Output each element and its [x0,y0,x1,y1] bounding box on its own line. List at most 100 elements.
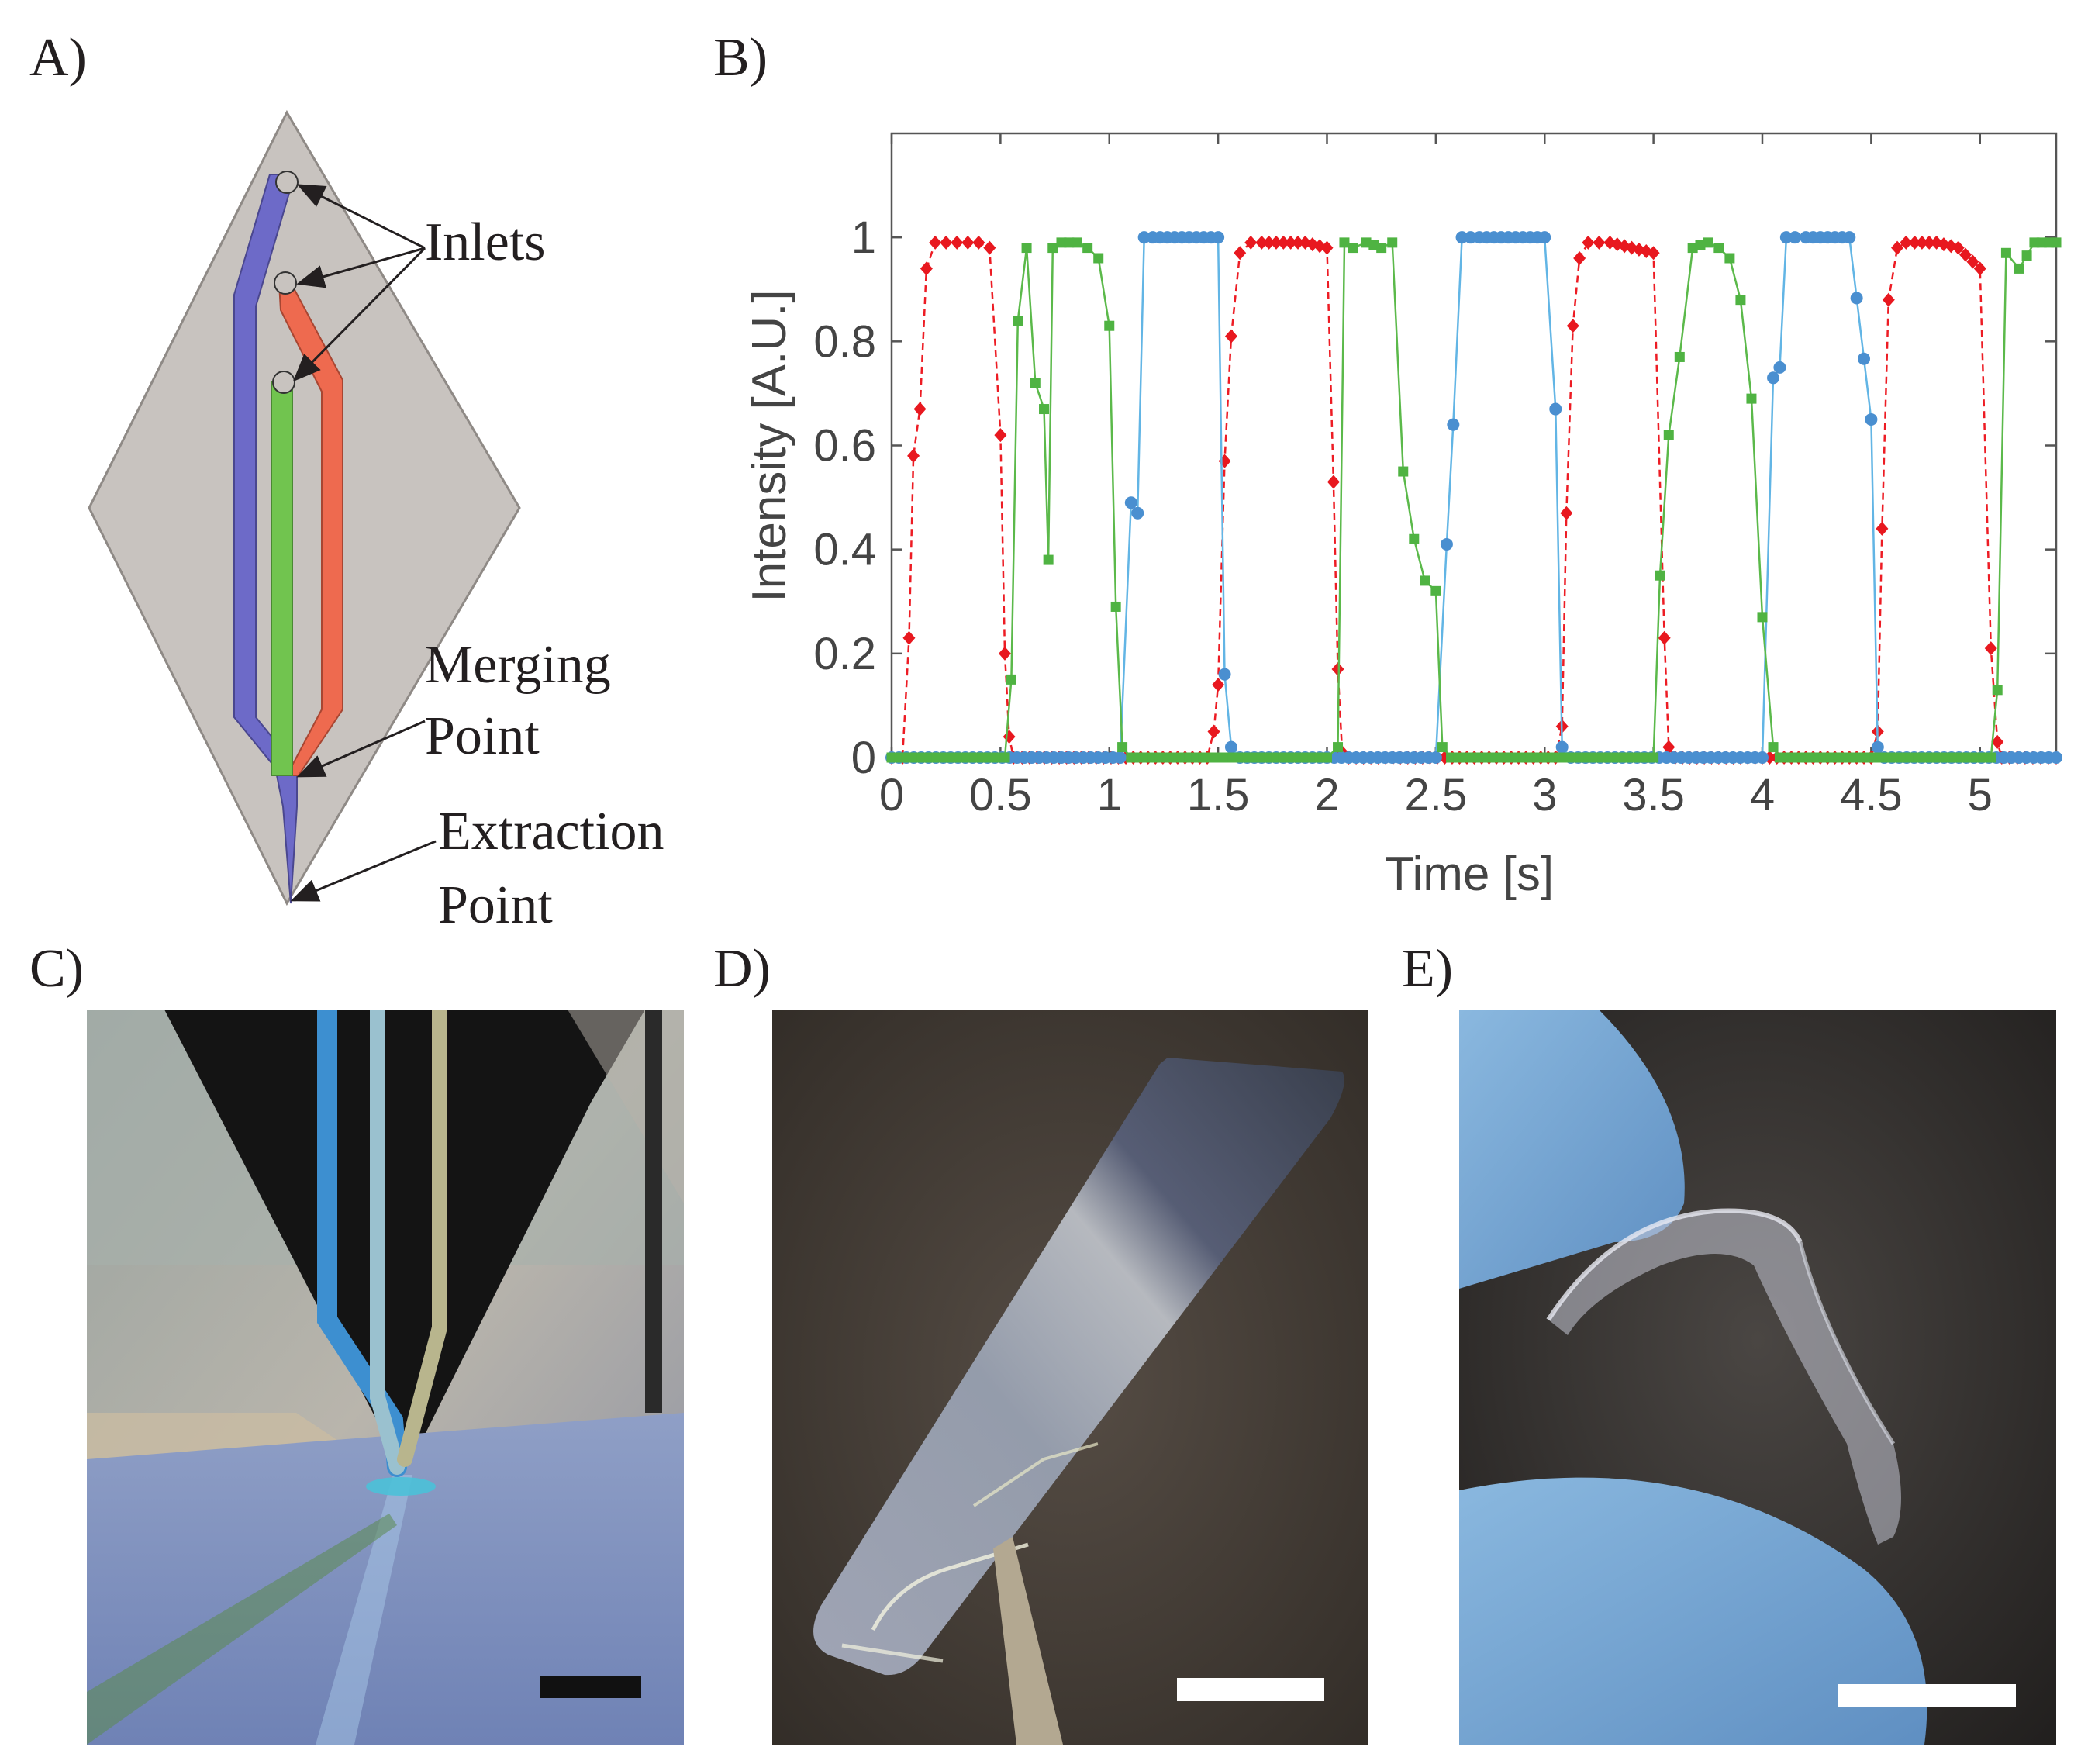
series-red-point-91 [1560,506,1573,520]
series-red-point-146 [1966,254,1979,269]
series-blue-point-132 [1871,740,1884,754]
series-red-point-6 [929,235,942,250]
series-green-point-25 [1072,237,1082,248]
series-green-point-19 [1030,378,1040,388]
series-green-point-100 [1655,570,1665,581]
series-red-point-140 [1923,235,1936,250]
series-red-point-46 [1234,246,1247,261]
series-red-point-5 [920,261,933,276]
series-red-point-48 [1255,235,1268,250]
series-blue-point-74 [1429,751,1442,764]
series-green-point-68 [1420,575,1430,586]
series-green-point-103 [1687,243,1698,254]
series-green-point-69 [1430,585,1441,596]
series-red-point-148 [1984,641,1997,656]
series-green-point-17 [1013,316,1023,326]
photo-panel-e [1459,1010,2056,1745]
series-green-point-104 [1695,240,1706,250]
inlet-circle-red [274,271,297,295]
series-green-point-15 [999,752,1010,763]
chart-series [885,231,2062,765]
series-red-point-42 [1207,724,1220,739]
series-green-point-26 [1082,243,1093,254]
series-red-point-134 [1876,521,1889,536]
series-green-point-20 [1039,404,1050,415]
series-blue-point-31 [1113,751,1127,764]
series-blue-point-117 [1755,751,1769,764]
series-red-point-94 [1582,235,1595,250]
series-blue-point-45 [1218,668,1231,681]
series-red-point-104 [1662,740,1675,754]
x-tick-label-9: 4.5 [1840,770,1903,820]
x-tick-label-4: 2 [1314,770,1339,820]
series-green-point-110 [1757,612,1768,623]
x-axis-label: Time [s] [1385,847,1554,901]
series-green-point-67 [1409,533,1420,544]
series-blue-point-88 [1538,231,1551,244]
series-red-point-13 [998,646,1011,661]
series-red-point-11 [983,240,996,255]
series-green-point-27 [1093,253,1104,264]
x-tick-label-1: 0.5 [969,770,1032,820]
series-red-point-53 [1292,235,1305,250]
series-red-point-49 [1262,235,1275,250]
series-red-point-4 [913,402,927,416]
series-green-point-107 [1724,253,1735,264]
inlet-circle-blue [275,171,299,194]
series-red-point-52 [1284,235,1297,250]
series-green-point-29 [1110,601,1121,612]
series-green-point-145 [2021,250,2032,261]
series-green [886,237,2062,763]
series-red-point-137 [1900,235,1913,250]
series-blue-point-33 [1131,506,1144,520]
panel-label-c: C) [29,939,84,999]
y-tick-label-4: 0.8 [813,316,876,367]
series-red-point-136 [1891,240,1904,255]
series-red-point-47 [1244,235,1258,250]
series-green-point-141 [1986,752,1996,763]
series-red-point-58 [1327,475,1340,489]
series-red-point-2 [902,630,916,645]
series-blue-point-131 [1865,413,1878,426]
series-green-point-111 [1768,742,1779,753]
series-green-point-105 [1703,237,1713,248]
y-tick-label-5: 1 [851,212,876,263]
series-green-point-142 [1992,685,2003,696]
series-blue-point-78 [1464,231,1477,244]
series-red-point-135 [1882,292,1895,307]
panel-label-d: D) [713,939,771,999]
series-green-point-65 [1387,237,1398,248]
series-red-point-138 [1908,235,1921,250]
series-green-point-99 [1648,752,1659,763]
series-green-point-66 [1398,466,1409,477]
series-red-point-12 [994,428,1007,443]
series-red-point-93 [1573,251,1586,265]
x-tick-label-0: 0 [879,770,904,820]
scale-bar-c [540,1676,641,1698]
series-green-point-59 [1333,742,1344,753]
merging-label-line1: Merging [425,635,611,695]
series-green-point-58 [1321,752,1332,763]
x-tick-label-5: 2.5 [1405,770,1468,820]
extraction-label-line2: Point [438,875,553,935]
series-red-point-10 [972,235,985,250]
panel-label-b: B) [713,28,768,88]
series-green-point-23 [1056,237,1067,248]
scale-bar-e [1838,1684,2016,1707]
series-green-point-28 [1104,320,1115,331]
callout-arrows [290,184,437,902]
series-green-point-70 [1437,742,1448,753]
y-tick-label-3: 0.6 [813,421,876,471]
series-red-point-92 [1566,319,1579,333]
series-red-point-102 [1647,246,1660,261]
blue-channel [233,174,298,904]
series-red-point-145 [1959,247,1972,262]
series-red-point-103 [1658,630,1671,645]
series-green-point-16 [1006,674,1016,685]
series-blue-point-44 [1212,231,1225,244]
series-green-point-106 [1713,243,1724,254]
series-green-point-149 [2051,237,2062,248]
photo-panel-c [87,1010,684,1745]
series-green-point-143 [2000,247,2011,258]
series-red-point-45 [1224,329,1237,343]
